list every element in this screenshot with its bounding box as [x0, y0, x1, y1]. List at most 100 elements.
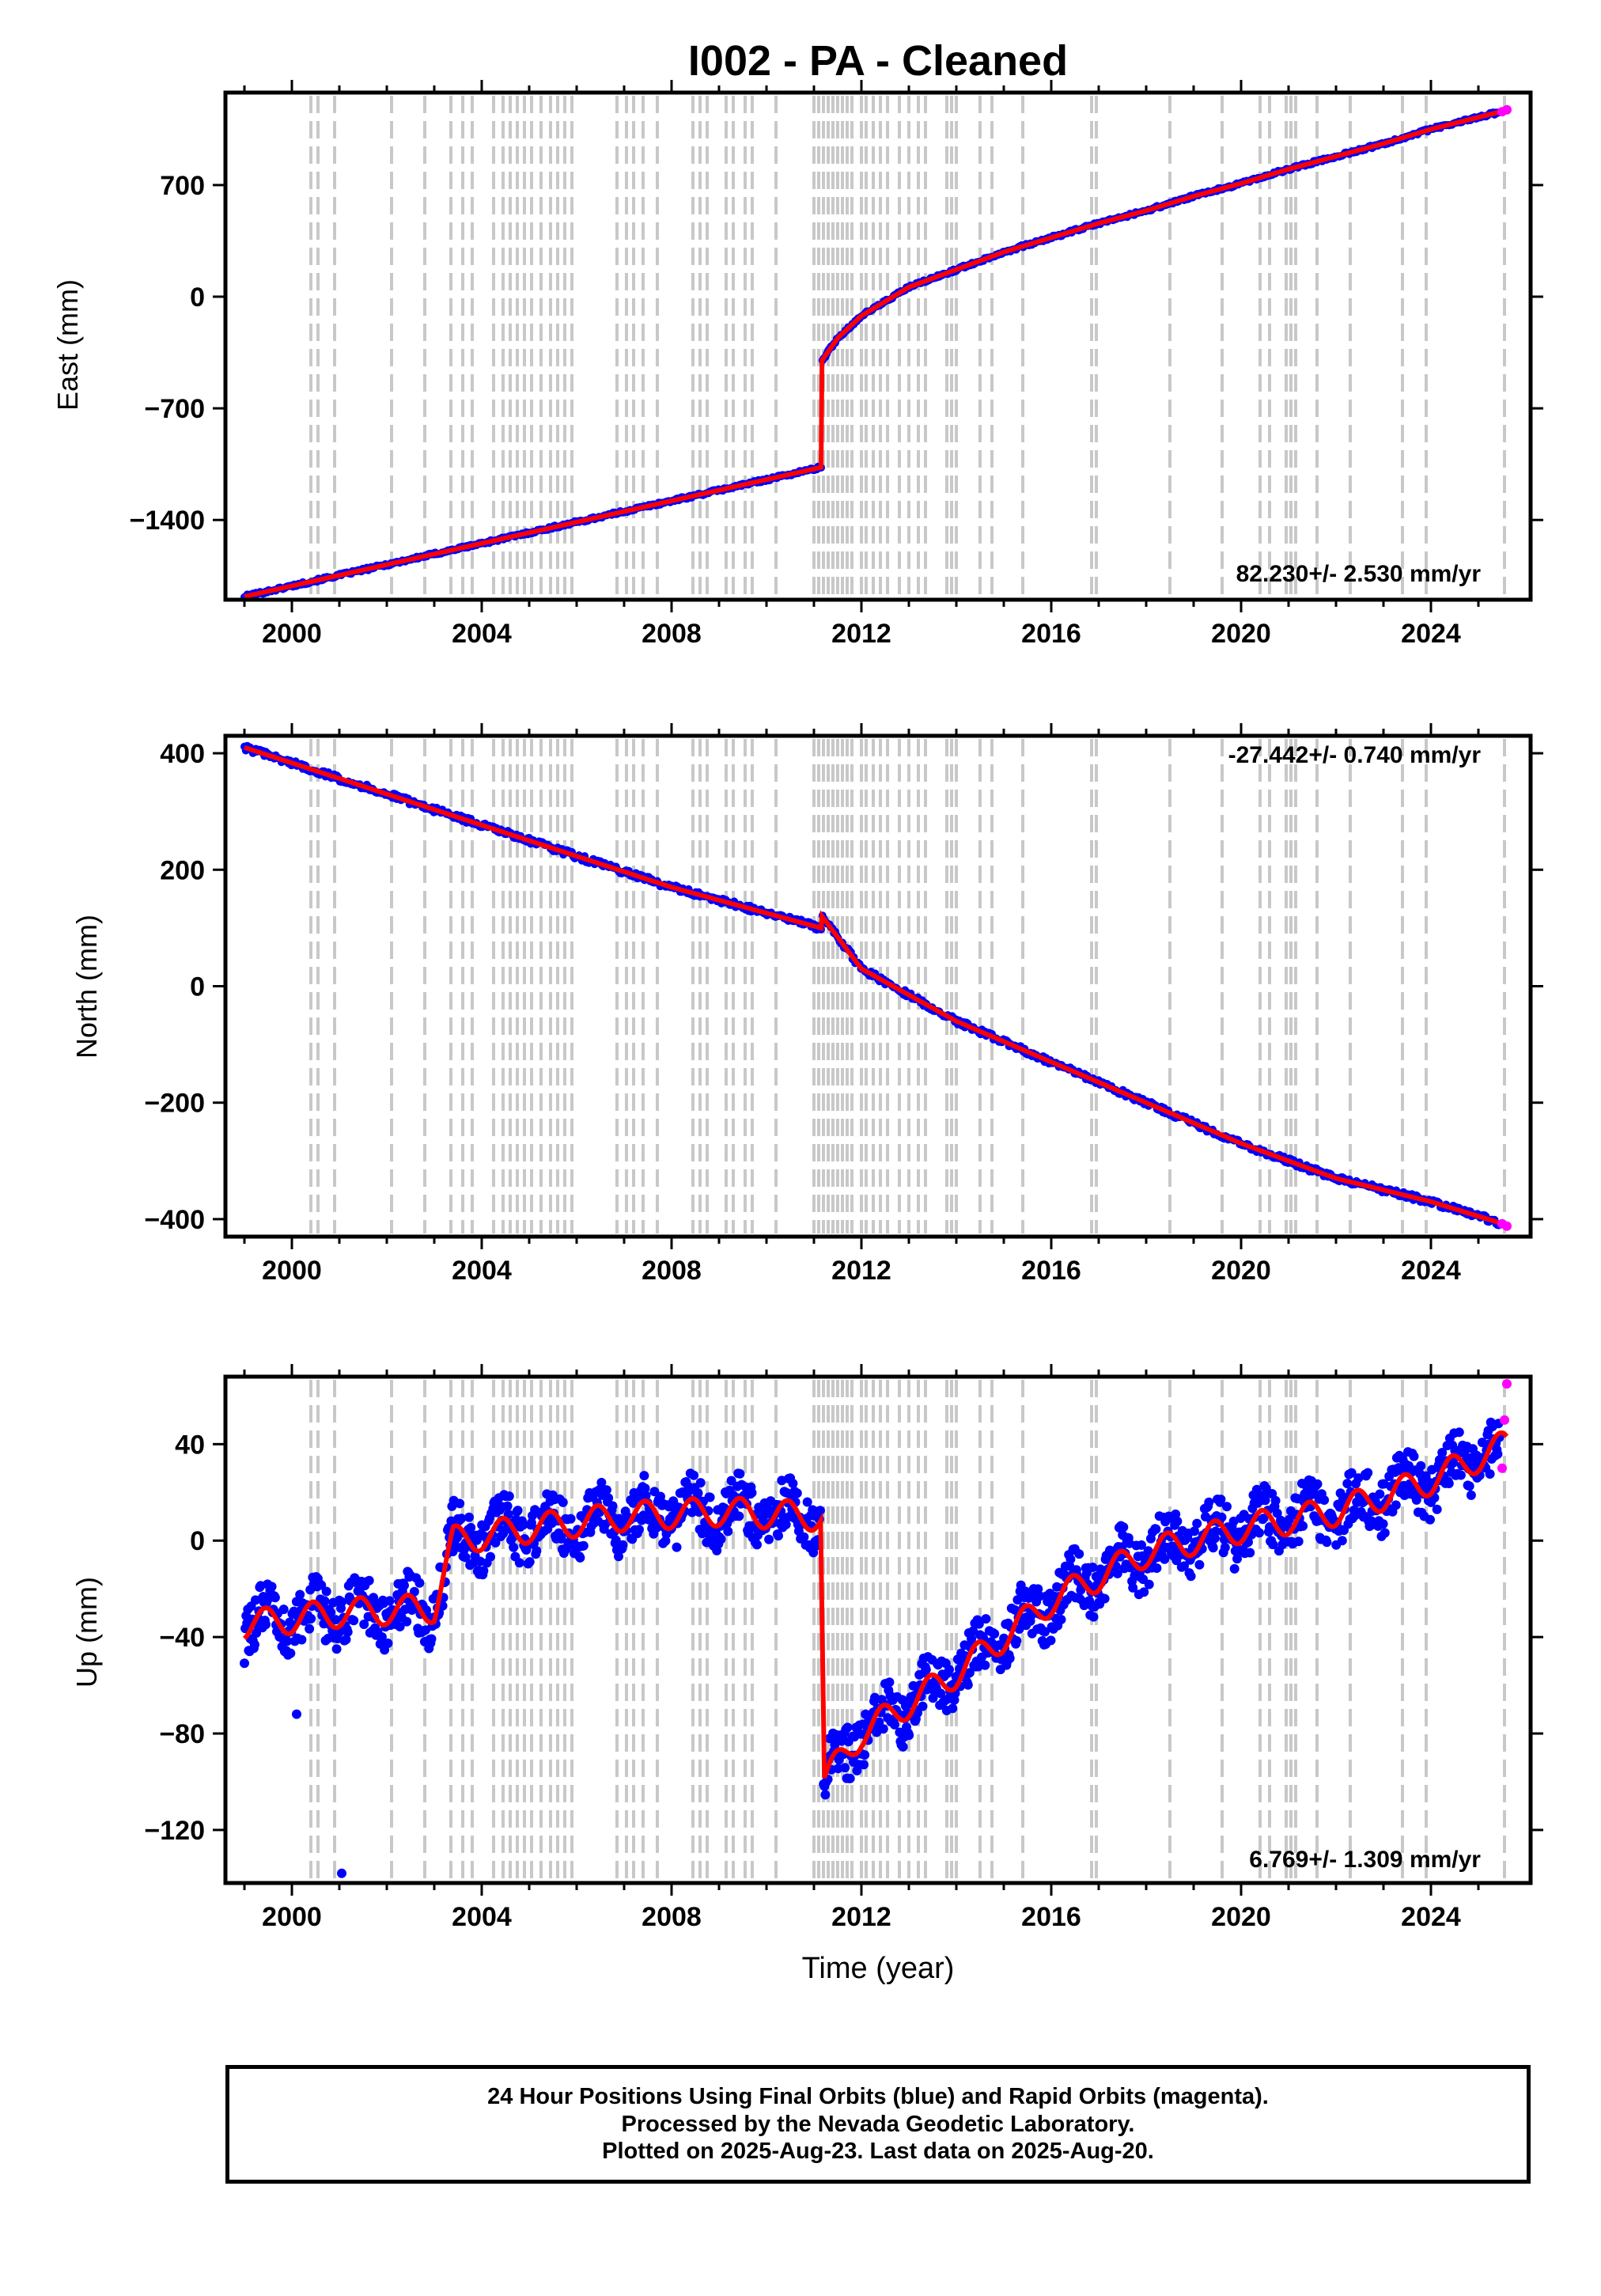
rate-label-north: -27.442+/- 0.740 mm/yr	[1228, 742, 1482, 768]
y-tick-label: −700	[144, 394, 205, 424]
data-point	[566, 1514, 576, 1524]
data-point	[1425, 1514, 1435, 1525]
data-point	[747, 1487, 757, 1498]
ylabel-east: East (mm)	[51, 279, 84, 411]
data-point	[1186, 1571, 1196, 1582]
data-point	[341, 1635, 351, 1645]
data-point	[384, 1596, 395, 1606]
data-point	[990, 1629, 1000, 1639]
data-point	[364, 1575, 374, 1586]
footer-box: 24 Hour Positions Using Final Orbits (bl…	[225, 2065, 1531, 2184]
data-point	[1375, 1489, 1385, 1499]
data-point	[486, 1552, 495, 1562]
data-point	[1222, 1502, 1232, 1512]
data-point	[456, 1514, 467, 1524]
data-point	[596, 1477, 607, 1487]
data-point	[928, 1693, 938, 1703]
data-point	[735, 1468, 745, 1479]
data-point	[286, 1648, 296, 1658]
data-point	[532, 1546, 542, 1556]
data-point	[792, 1488, 802, 1498]
data-point	[1010, 1605, 1020, 1615]
data-point	[1190, 1526, 1199, 1536]
data-point	[788, 1479, 798, 1488]
xlabel-up: Time (year)	[802, 1952, 955, 1985]
data-point	[1272, 1508, 1282, 1518]
data-point	[1464, 1481, 1474, 1491]
x-tick-label: 2004	[452, 619, 512, 649]
data-point	[1100, 1593, 1110, 1604]
data-point	[1455, 1470, 1466, 1480]
data-point	[524, 1557, 535, 1567]
data-point	[948, 1703, 958, 1714]
data-point	[842, 1722, 853, 1733]
data-point-rapid	[1502, 104, 1512, 115]
data-point	[1270, 1495, 1281, 1506]
data-point	[618, 1540, 628, 1550]
data-point	[1144, 1579, 1154, 1589]
data-point	[981, 1614, 991, 1624]
data-point	[261, 1620, 271, 1630]
data-point	[845, 1773, 855, 1783]
data-point	[331, 1615, 341, 1625]
data-point	[634, 1525, 644, 1535]
series-rapid-orbits	[1497, 1379, 1512, 1473]
data-point	[651, 1523, 661, 1533]
data-point	[1409, 1451, 1419, 1461]
data-point	[490, 1537, 501, 1548]
data-point	[460, 1552, 471, 1563]
data-point	[614, 1552, 623, 1562]
data-point	[799, 1532, 809, 1542]
series-final-orbits	[240, 741, 1503, 1229]
x-tick-label: 2024	[1401, 1256, 1461, 1286]
footer-line-1: 24 Hour Positions Using Final Orbits (bl…	[487, 2083, 1269, 2109]
data-point	[1260, 1495, 1270, 1506]
data-point	[1293, 1536, 1304, 1547]
x-tick-label: 2020	[1211, 1256, 1271, 1286]
data-point	[1151, 1524, 1161, 1534]
data-point	[395, 1622, 405, 1631]
data-point	[518, 1520, 528, 1530]
data-point	[466, 1522, 476, 1533]
data-point	[815, 1506, 825, 1516]
y-tick-label: −400	[144, 1205, 205, 1235]
data-point	[267, 1582, 277, 1592]
data-point	[802, 1497, 812, 1507]
data-point-rapid	[1500, 1415, 1509, 1425]
data-point	[672, 1542, 682, 1552]
data-point	[504, 1491, 514, 1502]
x-tick-label: 2012	[831, 1256, 891, 1286]
data-point	[1035, 1591, 1045, 1601]
rate-label-up: 6.769+/- 1.309 mm/yr	[1249, 1847, 1481, 1873]
data-point	[808, 1548, 819, 1558]
data-point	[1298, 1521, 1308, 1531]
data-point	[1493, 1449, 1503, 1459]
data-point	[1074, 1549, 1084, 1559]
y-tick-label: 40	[175, 1430, 205, 1460]
data-point	[607, 1501, 618, 1511]
data-point	[297, 1635, 307, 1645]
data-point	[1172, 1516, 1183, 1526]
data-point	[752, 1540, 762, 1550]
data-point	[1192, 1518, 1202, 1529]
data-point	[898, 1741, 908, 1752]
data-point	[464, 1512, 474, 1522]
data-point	[936, 1688, 946, 1699]
data-point	[889, 1719, 899, 1730]
data-point	[913, 1708, 922, 1718]
data-point	[1139, 1587, 1149, 1597]
data-point	[383, 1639, 393, 1648]
data-point	[1211, 1526, 1221, 1536]
x-tick-label: 2004	[452, 1902, 512, 1932]
data-point	[1033, 1584, 1043, 1594]
data-point	[1337, 1536, 1347, 1546]
data-point	[601, 1485, 611, 1495]
x-tick-label: 2016	[1021, 619, 1081, 649]
x-tick-label: 2012	[831, 1902, 891, 1932]
data-point	[426, 1634, 437, 1644]
data-point	[1179, 1561, 1189, 1571]
data-point	[874, 1717, 884, 1727]
data-point	[455, 1498, 465, 1509]
data-point-rapid	[1497, 1463, 1507, 1473]
ylabel-up: Up (mm)	[70, 1577, 103, 1688]
